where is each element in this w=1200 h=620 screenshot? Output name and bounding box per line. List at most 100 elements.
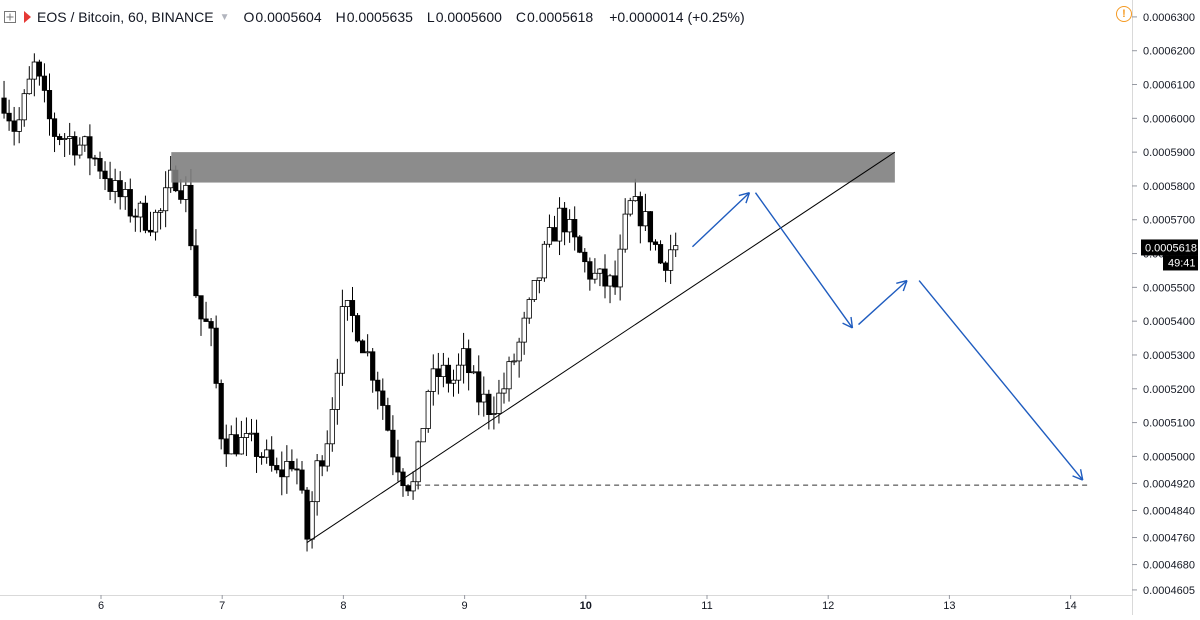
candle-body <box>274 465 280 471</box>
candle-body <box>592 272 598 280</box>
candle-body <box>92 157 98 160</box>
candle-body <box>642 211 648 227</box>
close-value: C0.0005618 <box>515 9 594 25</box>
candle-body <box>491 413 497 415</box>
candle-body <box>617 248 623 288</box>
candle-body <box>243 433 250 438</box>
candle-body <box>460 348 467 366</box>
candle-body <box>405 485 411 492</box>
projection-arrow-2 <box>754 192 854 329</box>
time-tick-label: 11 <box>701 600 712 612</box>
chevron-down-icon[interactable]: ▼ <box>219 11 230 23</box>
candle-body <box>223 438 229 455</box>
candle-body <box>455 364 462 381</box>
candle-body <box>657 244 664 264</box>
arrowhead-icon <box>738 192 750 197</box>
candle-body <box>370 351 376 381</box>
price-axis[interactable]: 0.0006300 0.0006200 0.0006100 0.0006000 0.00… <box>1132 0 1195 615</box>
candle-body <box>673 245 679 251</box>
candle-body <box>476 371 482 403</box>
candle-body <box>395 456 401 473</box>
candle-body <box>183 184 189 200</box>
resistance-zone <box>171 152 895 183</box>
candle-body <box>445 364 452 384</box>
candle-body <box>157 210 164 213</box>
candle-body <box>258 456 265 458</box>
candle-body <box>339 306 345 374</box>
price-tick-label: 0.0004680 <box>1143 560 1195 572</box>
candle-body <box>481 393 487 403</box>
candle-body <box>496 392 502 414</box>
candle-body <box>541 243 547 279</box>
candle-body <box>77 144 83 156</box>
arrowhead-icon <box>896 279 908 284</box>
time-tick-label: 13 <box>943 600 955 612</box>
time-tick-label: 7 <box>219 600 225 612</box>
price-tick-label: 0.0005800 <box>1143 181 1195 193</box>
candle-body <box>198 295 204 320</box>
warning-circle-icon[interactable]: ! <box>1116 6 1132 22</box>
candle-body <box>72 136 78 156</box>
candle-body <box>67 136 73 139</box>
candle-body <box>87 136 93 159</box>
candle-body <box>16 119 22 132</box>
candle-body <box>536 277 542 281</box>
candle-body <box>294 468 300 471</box>
candle-body <box>203 318 209 322</box>
candle-body <box>304 489 310 540</box>
low-value: L0.0005600 <box>426 9 502 25</box>
symbol-title[interactable]: EOS / Bitcoin, 60, BINANCE <box>37 9 214 25</box>
exchange-flag-icon <box>24 11 31 23</box>
candle-body <box>152 211 159 233</box>
candle-body <box>349 300 356 316</box>
price-tick-label: 0.0005300 <box>1143 350 1195 362</box>
candle-body <box>26 78 32 95</box>
candle-body <box>107 178 113 192</box>
symbol-legend: EOS / Bitcoin, 60, BINANCE ▼ O0.0005604 … <box>0 0 900 34</box>
price-tick-label: 0.0004920 <box>1143 478 1195 490</box>
candle-body <box>526 299 532 319</box>
projection-arrow-4 <box>918 280 1084 481</box>
expand-square-icon[interactable] <box>2 9 18 25</box>
candle-body <box>632 196 638 202</box>
candle-body <box>501 388 507 394</box>
candle-body <box>430 368 436 392</box>
time-axis[interactable]: 6 7 8 9 10 11 12 13 14 <box>0 595 1132 612</box>
candle-body <box>567 219 573 233</box>
candle-body <box>51 118 58 137</box>
arrowhead-icon <box>1072 475 1083 481</box>
candle-body <box>486 393 492 415</box>
candle-body <box>415 441 421 483</box>
candle-body <box>309 501 315 540</box>
candle-body <box>213 327 219 384</box>
candle-body <box>284 460 290 478</box>
time-tick-label: 8 <box>340 600 346 612</box>
price-tag-value: 0.0005618 <box>1145 242 1197 254</box>
candle-body <box>359 340 366 354</box>
candle-body <box>511 360 517 363</box>
candle-body <box>142 202 149 231</box>
countdown-value: 49:41 <box>1168 257 1196 269</box>
candle-body <box>314 460 320 503</box>
candle-body <box>36 61 42 77</box>
arrowhead-icon <box>745 192 751 204</box>
candle-body <box>425 391 431 429</box>
candle-body <box>516 341 522 362</box>
candle-body <box>506 361 512 390</box>
candle-body <box>521 317 527 343</box>
price-tick-label: 0.0005100 <box>1143 418 1195 430</box>
time-tick-label: 14 <box>1064 600 1076 612</box>
time-tick-label: 10 <box>580 600 592 612</box>
arrowhead-icon <box>1079 469 1084 481</box>
candle-body <box>289 460 295 470</box>
candle-body <box>238 437 244 455</box>
candle-body <box>193 245 199 297</box>
candle-body <box>112 180 118 192</box>
candle-body <box>329 409 335 445</box>
candle-body <box>117 180 123 198</box>
candle-body <box>56 136 63 140</box>
candle-body <box>279 469 285 478</box>
arrowhead-icon <box>850 316 854 329</box>
